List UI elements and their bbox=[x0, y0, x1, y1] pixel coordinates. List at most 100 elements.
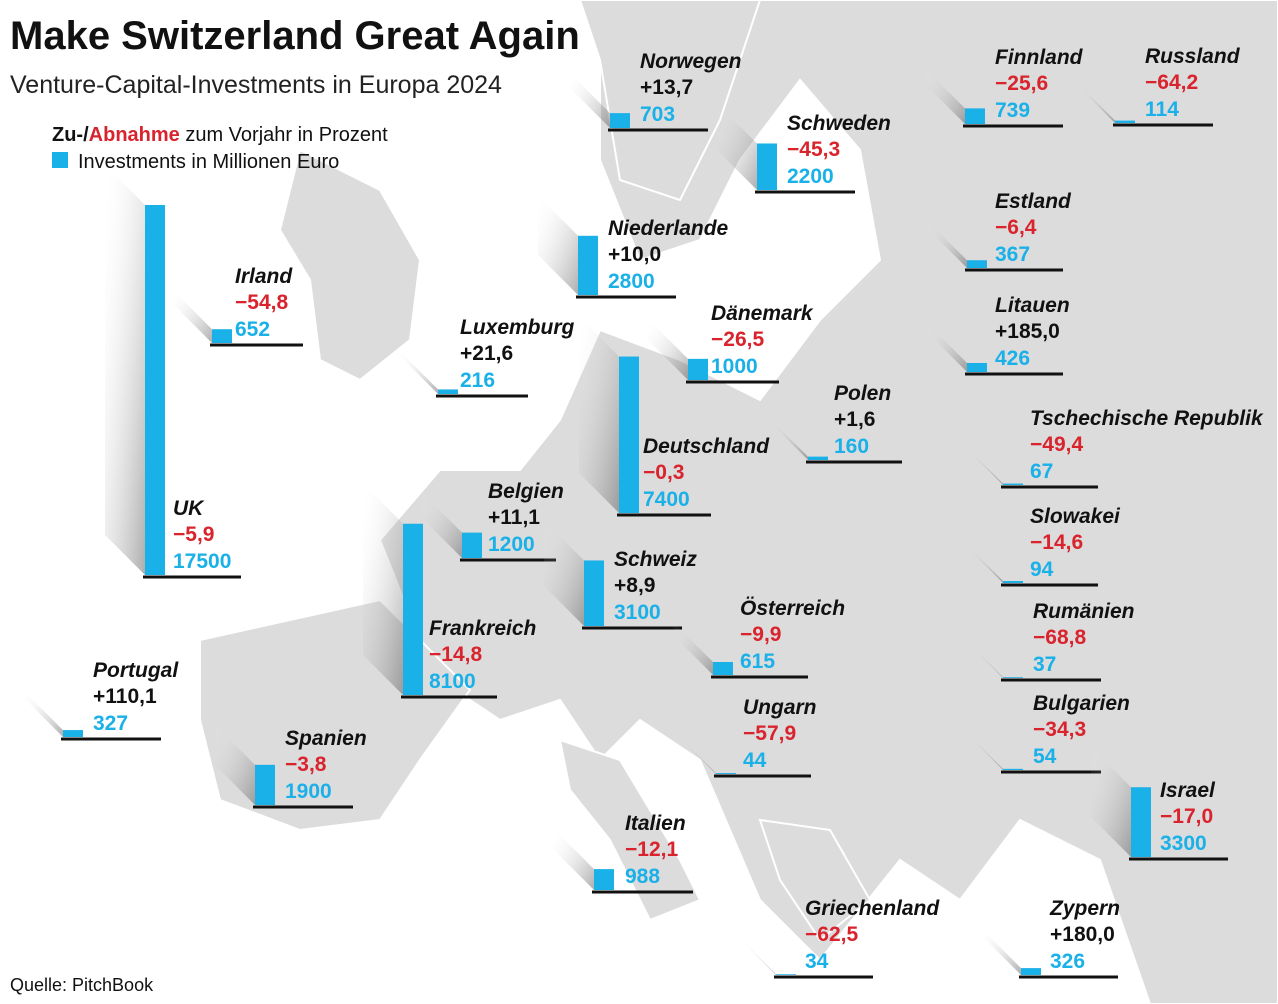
country-name: Italien bbox=[625, 812, 686, 835]
change: +8,9 bbox=[614, 574, 655, 597]
bar-shadow bbox=[963, 443, 1003, 485]
change: +21,6 bbox=[460, 342, 513, 365]
change: −57,9 bbox=[743, 722, 796, 745]
investment: 615 bbox=[740, 650, 775, 673]
change: −0,3 bbox=[643, 461, 684, 484]
change: −26,5 bbox=[711, 328, 764, 351]
bar bbox=[1003, 768, 1023, 770]
bar-shadow bbox=[1075, 80, 1115, 123]
investment: 1200 bbox=[488, 533, 535, 556]
change: −9,9 bbox=[740, 623, 781, 646]
bar-shadow bbox=[981, 928, 1021, 975]
bar-shadow bbox=[927, 220, 967, 268]
bar bbox=[255, 764, 275, 805]
legend-investments: Investments in Millionen Euro bbox=[78, 151, 339, 173]
bar bbox=[1003, 483, 1023, 485]
investment: 3300 bbox=[1160, 832, 1207, 855]
bar bbox=[584, 560, 604, 626]
country-name: Schweiz bbox=[614, 548, 697, 571]
investment: 739 bbox=[995, 99, 1030, 122]
change: −68,8 bbox=[1033, 626, 1086, 649]
country-name: Frankreich bbox=[429, 617, 536, 640]
investment: 160 bbox=[834, 435, 869, 458]
bar-shadow bbox=[215, 724, 255, 805]
bar bbox=[145, 205, 165, 575]
bar bbox=[63, 730, 83, 737]
bar-shadow bbox=[538, 195, 578, 295]
bar bbox=[965, 108, 985, 124]
investment: 2800 bbox=[608, 270, 655, 293]
bar-shadow bbox=[963, 728, 1003, 770]
investment: 1000 bbox=[711, 355, 758, 378]
bar-shadow bbox=[963, 637, 1003, 678]
bar-shadow bbox=[673, 621, 713, 675]
bar bbox=[716, 773, 736, 774]
bar bbox=[776, 974, 796, 975]
change: −3,8 bbox=[285, 753, 327, 776]
country-name: Dänemark bbox=[711, 302, 814, 325]
investment: 326 bbox=[1050, 950, 1085, 973]
bar-shadow bbox=[105, 165, 145, 575]
country-name: Österreich bbox=[740, 597, 845, 620]
bar-shadow bbox=[422, 492, 462, 558]
bar-shadow bbox=[736, 934, 776, 975]
investment: 703 bbox=[640, 103, 675, 126]
bar bbox=[403, 523, 423, 695]
change: −45,3 bbox=[787, 138, 840, 161]
country-name: Niederlande bbox=[608, 217, 729, 240]
country-name: Slowakei bbox=[1030, 505, 1121, 528]
investment: 34 bbox=[805, 950, 829, 973]
bar bbox=[967, 362, 987, 372]
investment: 2200 bbox=[787, 165, 834, 188]
investment: 8100 bbox=[429, 670, 476, 693]
change: −12,1 bbox=[625, 838, 678, 861]
investment: 1900 bbox=[285, 780, 332, 803]
bar bbox=[1021, 968, 1041, 975]
source: Quelle: PitchBook bbox=[10, 975, 154, 995]
country-name: Tschechische Republik bbox=[1030, 407, 1264, 430]
bar-shadow bbox=[398, 349, 438, 394]
change: +1,6 bbox=[834, 408, 875, 431]
change: −14,6 bbox=[1030, 531, 1083, 554]
investment: 652 bbox=[235, 318, 270, 341]
country-name: Deutschland bbox=[643, 435, 770, 458]
change: +110,1 bbox=[93, 685, 157, 708]
bar bbox=[1131, 787, 1151, 857]
country-name: Belgien bbox=[488, 480, 564, 503]
bar bbox=[438, 389, 458, 394]
country-name: Estland bbox=[995, 190, 1072, 213]
bar bbox=[462, 532, 482, 558]
bar-shadow bbox=[927, 322, 967, 372]
bar-shadow bbox=[1091, 747, 1131, 857]
country-name: UK bbox=[173, 497, 205, 520]
investment: 327 bbox=[93, 712, 128, 735]
title: Make Switzerland Great Again bbox=[10, 14, 580, 58]
bar bbox=[610, 113, 630, 128]
country-name: Griechenland bbox=[805, 897, 940, 920]
change: −17,0 bbox=[1160, 805, 1213, 828]
country-name: Rumänien bbox=[1033, 600, 1135, 623]
bar-shadow bbox=[23, 690, 63, 737]
investment: 54 bbox=[1033, 745, 1057, 768]
bar-shadow bbox=[963, 541, 1003, 583]
countries: Norwegen +13,7 703 Schweden −45,3 2200 Finnlan… bbox=[23, 45, 1264, 979]
investment: 37 bbox=[1033, 653, 1056, 676]
bar-shadow bbox=[676, 733, 716, 774]
change: +185,0 bbox=[995, 320, 1060, 343]
investment: 216 bbox=[460, 369, 495, 392]
change: −25,6 bbox=[995, 72, 1048, 95]
bar-shadow bbox=[570, 73, 610, 128]
country-name: Litauen bbox=[995, 294, 1070, 317]
investment: 7400 bbox=[643, 488, 690, 511]
land bbox=[199, 0, 1278, 1004]
investment: 114 bbox=[1145, 98, 1179, 121]
bar bbox=[713, 661, 733, 675]
country-name: Zypern bbox=[1049, 897, 1120, 920]
legend-suffix: zum Vorjahr in Prozent bbox=[180, 124, 388, 146]
country-name: Irland bbox=[235, 265, 293, 288]
investment: 94 bbox=[1030, 558, 1054, 581]
investment: 67 bbox=[1030, 460, 1053, 483]
change: +13,7 bbox=[640, 76, 693, 99]
bar bbox=[808, 456, 828, 460]
change: +10,0 bbox=[608, 243, 661, 266]
